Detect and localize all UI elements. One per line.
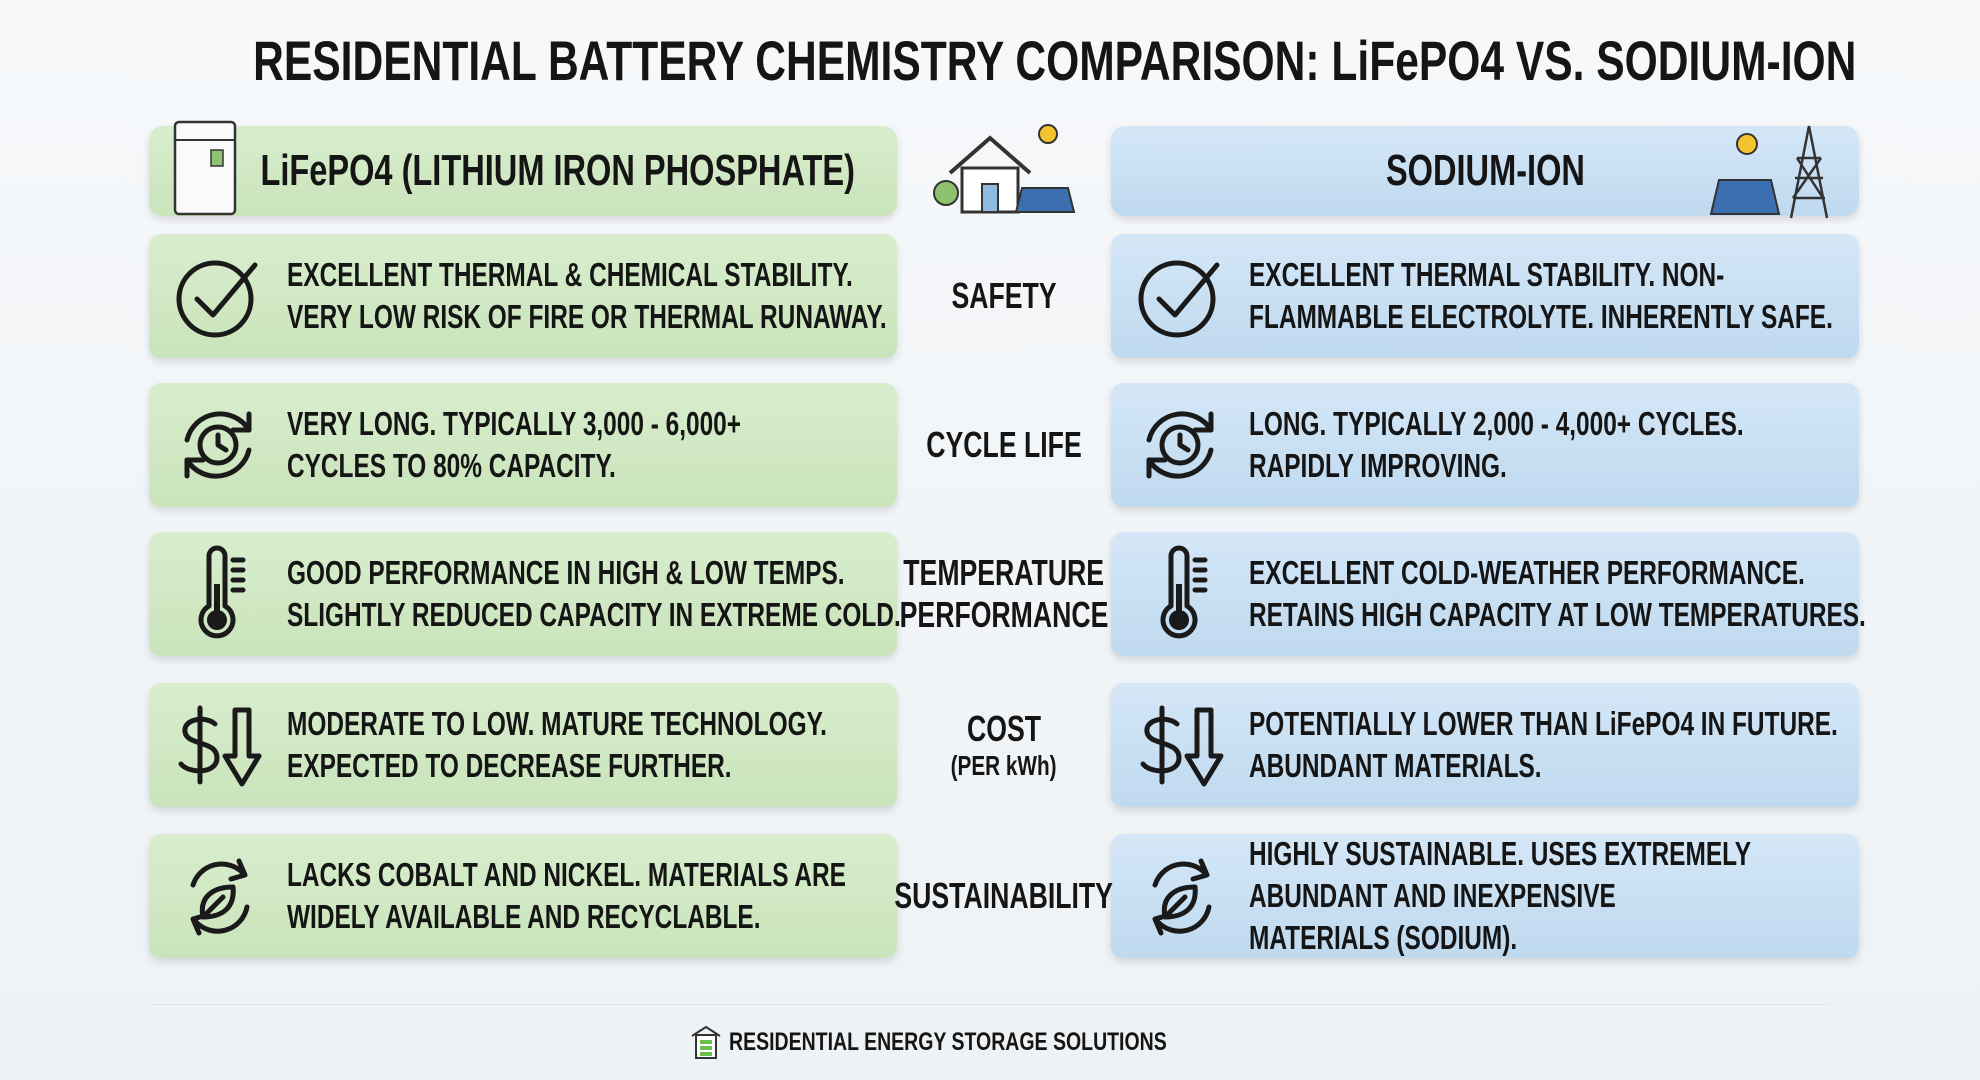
card-icon	[1111, 700, 1249, 790]
text-line: POTENTIALLY LOWER THAN LiFePO4 IN FUTURE…	[1249, 705, 1838, 742]
card-text: POTENTIALLY LOWER THAN LiFePO4 IN FUTURE…	[1249, 703, 1980, 787]
row-label: SAFETY	[897, 234, 1111, 358]
cost-icon	[178, 705, 262, 787]
label-line: PERFORMANCE	[899, 594, 1109, 635]
solar-icon	[1709, 125, 1829, 219]
recycle-icon	[1152, 858, 1212, 936]
column-title: SODIUM-ION	[1385, 146, 1585, 195]
card-icon	[149, 544, 287, 644]
card-icon	[1111, 400, 1249, 490]
row-label: CYCLE LIFE	[897, 383, 1111, 507]
label-line: COST	[966, 708, 1041, 749]
text-line: EXCELLENT THERMAL & CHEMICAL STABILITY.	[287, 256, 853, 293]
separator	[150, 1004, 1830, 1005]
column-title: LiFePO4 (LITHIUM IRON PHOSPHATE)	[260, 146, 856, 195]
cycle-icon	[184, 411, 252, 479]
recycle-icon	[190, 858, 250, 936]
card-icon	[149, 400, 287, 490]
comparison-card: VERY LONG. TYPICALLY 3,000 - 6,000+ CYCLE…	[149, 383, 897, 507]
card-text: GOOD PERFORMANCE IN HIGH & LOW TEMPS. SLI…	[287, 552, 1116, 636]
comparison-card: EXCELLENT THERMAL & CHEMICAL STABILITY. V…	[149, 234, 897, 358]
card-text: EXCELLENT COLD-WEATHER PERFORMANCE. RETAI…	[1249, 552, 1980, 636]
text-line: EXCELLENT COLD-WEATHER PERFORMANCE.	[1249, 554, 1805, 591]
comparison-card: LONG. TYPICALLY 2,000 - 4,000+ CYCLES. RA…	[1111, 383, 1859, 507]
text-line: RETAINS HIGH CAPACITY AT LOW TEMPERATURE…	[1249, 596, 1866, 633]
card-icon	[1111, 544, 1249, 644]
footer-icon	[691, 1025, 721, 1059]
label-line: CYCLE LIFE	[926, 424, 1082, 465]
title-text: RESIDENTIAL BATTERY CHEMISTRY COMPARISON…	[253, 29, 1857, 92]
card-text: EXCELLENT THERMAL STABILITY. NON- FLAMMAB…	[1249, 254, 1980, 338]
comparison-card: EXCELLENT THERMAL STABILITY. NON- FLAMMAB…	[1111, 234, 1859, 358]
text-line: LONG. TYPICALLY 2,000 - 4,000+ CYCLES.	[1249, 405, 1744, 442]
text-line: ABUNDANT AND INEXPENSIVE	[1249, 877, 1616, 914]
label-line: SUSTAINABILITY	[894, 875, 1114, 916]
thermometer-icon	[198, 545, 246, 639]
text-line: CYCLES TO 80% CAPACITY.	[287, 447, 616, 484]
card-icon	[1111, 251, 1249, 341]
thermometer-icon	[1160, 545, 1208, 639]
text-line: MODERATE TO LOW. MATURE TECHNOLOGY.	[287, 705, 827, 742]
card-text: LACKS COBALT AND NICKEL. MATERIALS ARE WI…	[287, 854, 1042, 938]
title: RESIDENTIAL BATTERY CHEMISTRY COMPARISON…	[0, 28, 1980, 93]
card-icon	[149, 700, 287, 790]
column-header: LiFePO4 (LITHIUM IRON PHOSPHATE)	[149, 120, 897, 216]
cycle-icon	[1146, 411, 1214, 479]
check-icon	[176, 260, 258, 338]
check-icon	[1138, 260, 1220, 338]
comparison-card: POTENTIALLY LOWER THAN LiFePO4 IN FUTURE…	[1111, 683, 1859, 807]
text-line: FLAMMABLE ELECTROLYTE. INHERENTLY SAFE.	[1249, 298, 1833, 335]
card-text: LONG. TYPICALLY 2,000 - 4,000+ CYCLES. RA…	[1249, 403, 1918, 487]
text-line: MATERIALS (SODIUM).	[1249, 919, 1518, 956]
card-icon	[1111, 851, 1249, 941]
card-text: MODERATE TO LOW. MATURE TECHNOLOGY. EXPEC…	[287, 703, 1017, 787]
text-line: SLIGHTLY REDUCED CAPACITY IN EXTREME COL…	[287, 596, 901, 633]
text-line: VERY LOW RISK OF FIRE OR THERMAL RUNAWAY…	[287, 298, 887, 335]
footer: RESIDENTIAL ENERGY STORAGE SOLUTIONS	[0, 1024, 1980, 1060]
row-label: TEMPERATURE PERFORMANCE	[897, 532, 1111, 656]
text-line: EXPECTED TO DECREASE FURTHER.	[287, 747, 732, 784]
text-line: VERY LONG. TYPICALLY 3,000 - 6,000+	[287, 405, 742, 442]
card-text: EXCELLENT THERMAL & CHEMICAL STABILITY. V…	[287, 254, 1097, 338]
comparison-card: EXCELLENT COLD-WEATHER PERFORMANCE. RETAI…	[1111, 532, 1866, 656]
card-icon	[149, 251, 287, 341]
comparison-card: MODERATE TO LOW. MATURE TECHNOLOGY. EXPEC…	[149, 683, 897, 807]
text-line: EXCELLENT THERMAL STABILITY. NON-	[1249, 256, 1725, 293]
card-icon	[149, 851, 287, 941]
label-sub: (PER kWh)	[951, 750, 1057, 781]
column-header: SODIUM-ION	[1111, 125, 1859, 219]
cost-icon	[1140, 705, 1224, 787]
comparison-card: GOOD PERFORMANCE IN HIGH & LOW TEMPS. SLI…	[149, 532, 901, 656]
row-label: COST (PER kWh)	[897, 683, 1111, 807]
label-line: TEMPERATURE	[903, 552, 1105, 593]
row-label: SUSTAINABILITY	[894, 834, 1114, 958]
text-line: GOOD PERFORMANCE IN HIGH & LOW TEMPS.	[287, 554, 845, 591]
card-text: HIGHLY SUSTAINABLE. USES EXTREMELY ABUNDA…	[1249, 833, 1927, 959]
battery-icon	[173, 120, 237, 216]
comparison-card: HIGHLY SUSTAINABLE. USES EXTREMELY ABUNDA…	[1111, 834, 1859, 958]
text-line: LACKS COBALT AND NICKEL. MATERIALS ARE	[287, 856, 846, 893]
label-line: SAFETY	[951, 275, 1057, 316]
text-line: WIDELY AVAILABLE AND RECYCLABLE.	[287, 898, 761, 935]
text-line: HIGHLY SUSTAINABLE. USES EXTREMELY	[1249, 835, 1752, 872]
comparison-card: LACKS COBALT AND NICKEL. MATERIALS ARE WI…	[149, 834, 897, 958]
footer-text: RESIDENTIAL ENERGY STORAGE SOLUTIONS	[729, 1027, 1168, 1056]
text-line: ABUNDANT MATERIALS.	[1249, 747, 1542, 784]
card-text: VERY LONG. TYPICALLY 3,000 - 6,000+ CYCLE…	[287, 403, 901, 487]
house-icon	[933, 124, 1076, 214]
text-line: RAPIDLY IMPROVING.	[1249, 447, 1507, 484]
